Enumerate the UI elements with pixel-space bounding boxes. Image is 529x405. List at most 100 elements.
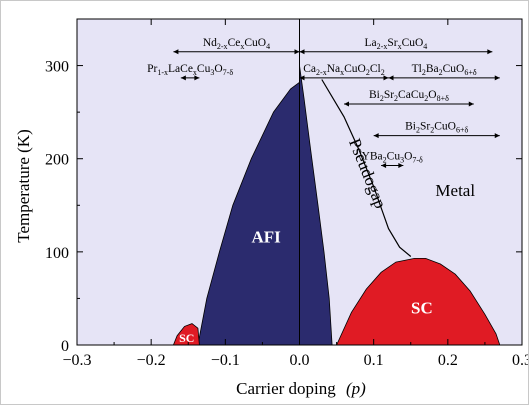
compound-subscript-1-6: 7-δ bbox=[223, 68, 234, 77]
compound-part-1-0: Pr bbox=[147, 63, 157, 75]
phase-regions bbox=[172, 65, 501, 346]
compound-subscript-5-4: 2 bbox=[424, 94, 428, 103]
doping-range-3: Ca2-x​Nax​CuO2​Cl2​ bbox=[299, 63, 389, 81]
compound-part-2-2: Sr bbox=[387, 37, 397, 49]
compound-subscript-7-0: 2 bbox=[383, 155, 387, 164]
doping-range-arrow-right-2 bbox=[487, 49, 493, 55]
compound-part-6-2: Sr bbox=[420, 121, 430, 133]
y-tick-label-2: 200 bbox=[45, 152, 69, 169]
compound-part-1-2: LaCe bbox=[168, 63, 193, 75]
doping-range-6: Bi2​Sr2​CuO6+δ​ bbox=[373, 121, 500, 139]
y-tick-label-3: 300 bbox=[45, 59, 69, 76]
region-label-afi-0: AFI bbox=[251, 228, 281, 247]
compound-part-1-6: O bbox=[214, 63, 222, 75]
doping-range-arrow-right-7 bbox=[398, 162, 404, 168]
compound-label-1: Pr1-x​LaCex​Cu3​O7-δ​ bbox=[147, 63, 233, 77]
doping-range-arrow-right-0 bbox=[294, 49, 300, 55]
compound-subscript-6-0: 2 bbox=[416, 126, 420, 135]
compound-part-4-2: Ba bbox=[426, 63, 439, 75]
doping-range-arrow-left-4 bbox=[388, 75, 394, 81]
compound-label-6: Bi2​Sr2​CuO6+δ​ bbox=[405, 121, 468, 135]
doping-range-2: La2-x​Srx​CuO4​ bbox=[299, 37, 493, 55]
x-axis-label-text: Carrier doping bbox=[236, 379, 336, 398]
compound-part-4-4: CuO bbox=[443, 63, 465, 75]
doping-range-1: Pr1-x​LaCex​Cu3​O7-δ​ bbox=[147, 63, 233, 81]
axis-ticks: −0.3 −0.2 −0.1 0.0 0.1 0.2 0.3 0 100 200 300 bbox=[45, 19, 528, 369]
y-tick-label-0: 0 bbox=[61, 338, 69, 355]
compound-label-3: Ca2-x​Nax​CuO2​Cl2​ bbox=[303, 63, 384, 77]
compound-label-5: Bi2​Sr2​CaCu2​O8+δ​ bbox=[369, 89, 449, 103]
compound-subscript-3-0: 2-x bbox=[316, 68, 327, 77]
doping-range-arrow-left-2 bbox=[299, 49, 305, 55]
y-tick-label-1: 100 bbox=[45, 245, 69, 262]
compound-part-2-0: La bbox=[365, 37, 377, 49]
doping-range-arrow-left-0 bbox=[173, 49, 179, 55]
doping-range-arrow-right-5 bbox=[468, 101, 474, 107]
compound-subscript-3-4: 2 bbox=[366, 68, 370, 77]
compound-subscript-6-2: 2 bbox=[430, 126, 434, 135]
compound-subscript-0-2: x bbox=[240, 42, 244, 51]
compound-part-5-0: Bi bbox=[369, 89, 380, 101]
region-sc-hole-doped-1 bbox=[335, 258, 501, 346]
compound-label-7: YBa2​Cu3​O7-δ​ bbox=[362, 150, 423, 164]
compound-subscript-6-4: 6+δ bbox=[456, 126, 469, 135]
compound-subscript-3-6: 2 bbox=[381, 68, 385, 77]
doping-range-arrow-right-4 bbox=[494, 75, 500, 81]
x-axis-label-variable: (p) bbox=[346, 379, 366, 398]
compound-part-7-0: YBa bbox=[362, 150, 383, 162]
x-tick-label-3: 0.0 bbox=[290, 352, 310, 369]
compound-label-0: Nd2-x​Cex​CuO4​ bbox=[203, 37, 270, 51]
doping-range-arrow-right-3 bbox=[383, 75, 389, 81]
compound-label-4: Tl2​Ba2​CuO6+δ​ bbox=[412, 63, 477, 77]
doping-range-arrow-left-3 bbox=[299, 75, 305, 81]
compound-subscript-2-4: 4 bbox=[423, 42, 427, 51]
compound-subscript-2-0: 2-x bbox=[377, 42, 388, 51]
compound-part-0-4: CuO bbox=[244, 37, 266, 49]
compound-subscript-5-2: 2 bbox=[394, 94, 398, 103]
doping-range-arrow-left-5 bbox=[344, 101, 349, 107]
compound-part-6-4: CuO bbox=[434, 121, 456, 133]
region-label-sc-electron-doped-2: SC bbox=[179, 331, 194, 345]
y-axis-label: Temperature (K) bbox=[14, 129, 33, 243]
annotation-metal: Metal bbox=[435, 181, 475, 200]
x-tick-label-4: 0.1 bbox=[364, 352, 384, 369]
compound-part-2-4: CuO bbox=[402, 37, 424, 49]
compound-part-0-2: Ce bbox=[228, 37, 241, 49]
x-tick-label-2: −0.1 bbox=[211, 352, 240, 369]
compound-subscript-2-2: x bbox=[398, 42, 402, 51]
doping-range-7: YBa2​Cu3​O7-δ​ bbox=[362, 150, 423, 168]
x-tick-label-5: 0.2 bbox=[438, 352, 458, 369]
compound-subscript-4-2: 2 bbox=[439, 68, 443, 77]
compound-part-5-6: O bbox=[428, 89, 436, 101]
compound-part-1-4: Cu bbox=[197, 63, 211, 75]
compound-part-0-0: Nd bbox=[203, 37, 217, 49]
compound-part-4-0: Tl bbox=[412, 63, 422, 75]
compound-subscript-7-4: 7-δ bbox=[412, 155, 423, 164]
doping-ranges: Nd2-x​Cex​CuO4​Pr1-x​LaCex​Cu3​O7-δ​La2-… bbox=[147, 37, 500, 168]
compound-subscript-3-2: x bbox=[340, 68, 344, 77]
compound-subscript-4-4: 6+δ bbox=[464, 68, 477, 77]
compound-subscript-1-4: 3 bbox=[210, 68, 214, 77]
doping-range-arrow-left-6 bbox=[373, 133, 379, 139]
compound-part-7-2: Cu bbox=[387, 150, 401, 162]
compound-subscript-0-4: 4 bbox=[266, 42, 270, 51]
compound-part-3-0: Ca bbox=[303, 63, 316, 75]
doping-range-5: Bi2​Sr2​CaCu2​O8+δ​ bbox=[344, 89, 474, 107]
doping-range-arrow-left-1 bbox=[180, 75, 186, 81]
x-axis-label: Carrier doping (p) bbox=[236, 379, 366, 398]
pseudogap-line bbox=[321, 79, 412, 257]
x-tick-label-0: −0.3 bbox=[62, 352, 91, 369]
x-tick-label-1: −0.2 bbox=[137, 352, 166, 369]
compound-part-3-4: CuO bbox=[344, 63, 366, 75]
compound-subscript-4-0: 2 bbox=[422, 68, 426, 77]
compound-subscript-5-0: 2 bbox=[380, 94, 384, 103]
doping-range-arrow-left-7 bbox=[381, 162, 387, 168]
compound-subscript-7-2: 3 bbox=[400, 155, 404, 164]
compound-part-3-6: Cl bbox=[370, 63, 381, 75]
doping-range-0: Nd2-x​Cex​CuO4​ bbox=[173, 37, 300, 55]
compound-part-6-0: Bi bbox=[405, 121, 416, 133]
compound-subscript-1-0: 1-x bbox=[157, 68, 168, 77]
doping-range-arrow-right-6 bbox=[494, 133, 500, 139]
